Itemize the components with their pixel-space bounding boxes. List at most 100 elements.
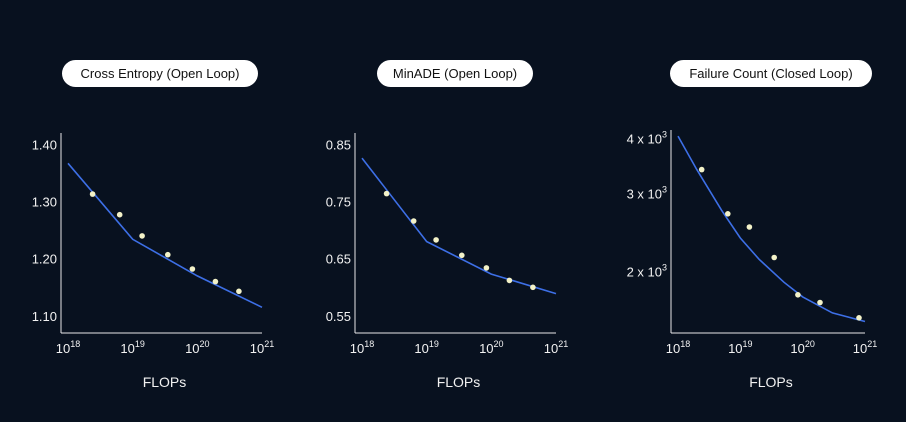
title-pill-background: [62, 60, 258, 87]
x-tick-label-exponent: 21: [264, 339, 274, 349]
title-pill-background: [377, 60, 533, 87]
data-point: [530, 284, 536, 291]
fit-line: [67, 162, 263, 309]
chart-title: Cross Entropy (Open Loop): [81, 66, 240, 81]
y-tick-label: 3 x 103: [627, 185, 667, 202]
x-tick-label-exponent: 19: [429, 339, 439, 349]
y-tick-label: 2 x 103: [627, 262, 667, 279]
y-tick-label-base: 1.10: [32, 309, 57, 324]
x-tick-label-base: 10: [414, 341, 428, 356]
x-tick-label: 1019: [414, 339, 438, 356]
x-tick-label-exponent: 19: [743, 339, 753, 349]
y-tick-label-exponent: 3: [662, 262, 667, 272]
x-axis-label: FLOPs: [437, 374, 481, 390]
data-point: [433, 237, 439, 243]
x-tick-label: 1020: [790, 339, 814, 356]
chart-title-pill: Failure Count (Closed Loop): [670, 60, 872, 87]
chart-title-pill: MinADE (Open Loop): [377, 60, 533, 87]
data-point: [483, 265, 490, 271]
y-tick-label: 4 x 103: [627, 129, 667, 146]
data-point: [698, 166, 705, 173]
x-tick-label-base: 10: [350, 341, 364, 356]
x-axis-label: FLOPs: [143, 374, 187, 390]
data-point: [795, 292, 801, 298]
x-tick-label-base: 10: [56, 341, 70, 356]
y-tick-label: 1.10: [32, 309, 57, 324]
fit-line: [361, 157, 557, 295]
x-tick-label: 1021: [853, 339, 877, 356]
data-point: [410, 218, 417, 224]
title-pill-background: [670, 60, 872, 87]
x-tick-label: 1019: [728, 339, 752, 356]
data-point: [771, 254, 777, 261]
x-tick-label-base: 10: [544, 341, 558, 356]
x-tick-label-exponent: 20: [805, 339, 815, 349]
x-tick-label: 1020: [479, 339, 503, 356]
x-tick-label-base: 10: [250, 341, 264, 356]
x-tick-label-base: 10: [728, 341, 742, 356]
data-point: [817, 299, 823, 306]
y-tick-label-exponent: 3: [662, 129, 667, 139]
data-point: [459, 252, 465, 259]
x-tick-label-exponent: 18: [70, 339, 80, 349]
y-tick-label-base: 1.40: [32, 137, 57, 152]
data-point: [383, 190, 390, 197]
data-point: [725, 211, 731, 217]
x-tick-label-base: 10: [790, 341, 804, 356]
chart-title-pill: Cross Entropy (Open Loop): [62, 60, 258, 87]
y-tick-label-base: 0.65: [326, 252, 351, 267]
x-tick-label-exponent: 20: [494, 339, 504, 349]
fit-line: [677, 135, 866, 323]
y-tick-label: 1.30: [32, 195, 57, 210]
x-tick-label-base: 10: [666, 341, 680, 356]
x-tick-label-base: 10: [479, 341, 493, 356]
x-tick-label: 1018: [350, 339, 374, 356]
x-tick-label-base: 10: [120, 341, 134, 356]
data-point: [746, 224, 753, 230]
y-tick-label: 0.75: [326, 195, 351, 210]
y-tick-label-base: 0.85: [326, 137, 351, 152]
y-tick-label-base: 0.55: [326, 309, 351, 324]
x-tick-label-exponent: 18: [364, 339, 374, 349]
data-point: [236, 288, 242, 295]
y-tick-label: 0.85: [326, 137, 351, 152]
x-tick-label: 1020: [185, 339, 209, 356]
y-tick-label-exponent: 3: [662, 185, 667, 195]
data-point: [506, 277, 513, 284]
x-axis-label: FLOPs: [749, 374, 793, 390]
y-tick-label-base: 0.75: [326, 195, 351, 210]
x-tick-label-exponent: 21: [558, 339, 568, 349]
data-point: [139, 233, 145, 239]
y-tick-label-base: 4 x 10: [627, 131, 662, 146]
chart-title: Failure Count (Closed Loop): [689, 66, 852, 81]
y-tick-label-base: 3 x 10: [627, 187, 662, 202]
x-tick-label-base: 10: [853, 341, 867, 356]
x-tick-label-exponent: 18: [680, 339, 690, 349]
y-tick-label-base: 1.20: [32, 252, 57, 267]
x-tick-label-exponent: 21: [867, 339, 877, 349]
x-tick-label-exponent: 20: [200, 339, 210, 349]
data-point: [116, 211, 123, 218]
x-tick-label: 1021: [544, 339, 568, 356]
data-point: [89, 191, 96, 197]
data-point: [212, 278, 219, 285]
chart-title: MinADE (Open Loop): [393, 66, 517, 81]
y-tick-label: 1.40: [32, 137, 57, 152]
x-tick-label: 1021: [250, 339, 274, 356]
x-tick-label: 1018: [666, 339, 690, 356]
chart-panel-1: Cross Entropy (Open Loop) 1.10 1.20 1.30 1.4…: [32, 60, 274, 390]
x-tick-label-exponent: 19: [135, 339, 145, 349]
y-tick-label: 1.20: [32, 252, 57, 267]
data-point: [189, 266, 196, 272]
y-tick-label-base: 2 x 10: [627, 264, 662, 279]
x-tick-label-base: 10: [185, 341, 199, 356]
y-tick-label-base: 1.30: [32, 195, 57, 210]
data-point: [165, 251, 171, 258]
x-tick-label: 1019: [120, 339, 144, 356]
data-point: [856, 315, 862, 321]
y-tick-label: 0.65: [326, 252, 351, 267]
y-tick-label: 0.55: [326, 309, 351, 324]
